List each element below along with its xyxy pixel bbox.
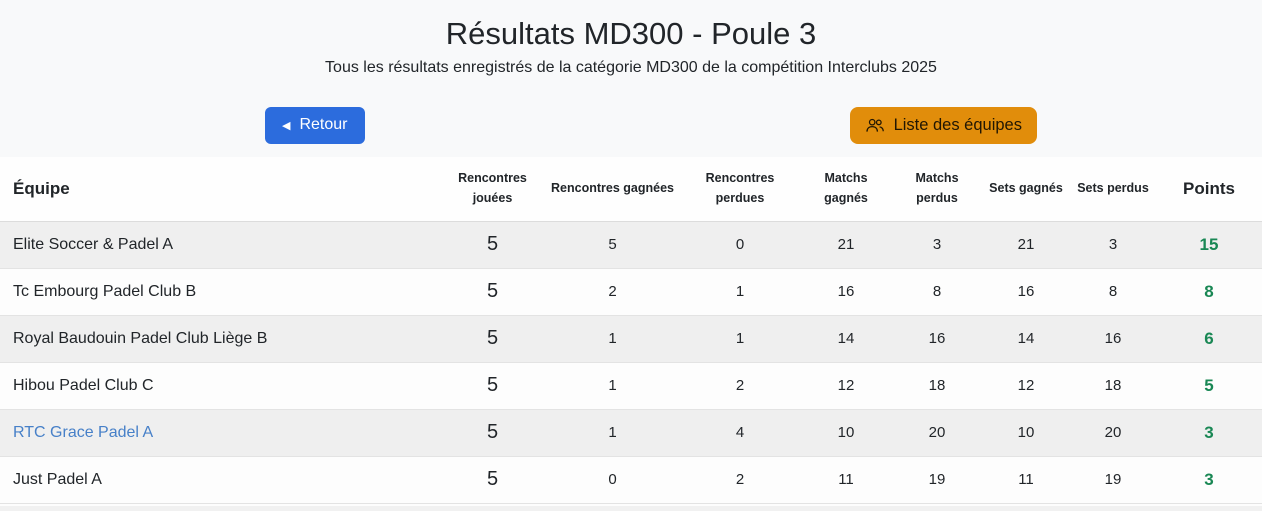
cell-rencontres-gagnees: 1 [545,315,680,363]
teams-list-button[interactable]: Liste des équipes [849,106,1037,144]
cell-matchs-gagnes: 14 [800,315,892,363]
left-triangle-icon: ◀ [282,119,291,132]
cell-points: 3 [1156,456,1262,504]
team-name: Just Padel A [13,470,102,488]
page-header: Résultats MD300 - Poule 3 Tous les résul… [0,0,1262,77]
team-name: Elite Soccer & Padel A [13,235,174,253]
team-link[interactable]: RTC Grace Padel A [13,423,154,441]
header-sets-gagnes: Sets gagnés [982,157,1070,222]
page-subtitle: Tous les résultats enregistrés de la cat… [325,59,937,76]
cell-points: 5 [1156,362,1262,410]
cell-sets-perdus: 18 [1070,362,1156,410]
back-button[interactable]: ◀ Retour [265,106,365,144]
cell-rencontres-perdues: 0 [680,221,800,269]
cell-rencontres-jouees: 5 [440,315,545,363]
cell-sets-gagnes: 11 [982,456,1070,504]
cell-rencontres-gagnees: 2 [545,268,680,316]
cell-sets-gagnes: 10 [982,409,1070,457]
cell-rencontres-jouees: 5 [440,268,545,316]
results-table: Équipe Rencontres jouées Rencontres gagn… [0,157,1262,504]
cell-rencontres-jouees: 5 [440,409,545,457]
toolbar: ◀ Retour Liste des équipes [0,106,1262,144]
cell-rencontres-gagnees: 1 [545,362,680,410]
cell-matchs-gagnes: 10 [800,409,892,457]
cell-points: 15 [1156,221,1262,269]
cell-sets-gagnes: 16 [982,268,1070,316]
team-name: Tc Embourg Padel Club B [13,282,197,300]
table-row: Elite Soccer & Padel A 5 5 0 21 3 21 3 1… [0,221,1262,269]
cell-points: 3 [1156,409,1262,457]
table-row: Hibou Padel Club C 5 1 2 12 18 12 18 5 [0,362,1262,410]
cell-matchs-gagnes: 11 [800,456,892,504]
cell-rencontres-perdues: 2 [680,456,800,504]
cell-sets-perdus: 3 [1070,221,1156,269]
table-row: Just Padel A 5 0 2 11 19 11 19 3 [0,456,1262,504]
cell-rencontres-gagnees: 0 [545,456,680,504]
back-button-label: Retour [299,116,348,133]
teams-list-button-label: Liste des équipes [893,116,1022,134]
cell-matchs-gagnes: 12 [800,362,892,410]
table-header-row: Équipe Rencontres jouées Rencontres gagn… [0,157,1262,222]
team-name: Hibou Padel Club C [13,376,154,394]
cell-rencontres-jouees: 5 [440,221,545,269]
results-section: Équipe Rencontres jouées Rencontres gagn… [0,157,1262,511]
cell-rencontres-perdues: 2 [680,362,800,410]
cell-rencontres-perdues: 4 [680,409,800,457]
cell-points: 8 [1156,268,1262,316]
header-sets-perdus: Sets perdus [1070,157,1156,222]
header-matchs-gagnes: Matchs gagnés [800,157,892,222]
cell-sets-perdus: 20 [1070,409,1156,457]
cell-rencontres-gagnees: 5 [545,221,680,269]
header-rencontres-jouees: Rencontres jouées [440,157,545,222]
cell-matchs-gagnes: 16 [800,268,892,316]
cell-rencontres-perdues: 1 [680,315,800,363]
cell-sets-perdus: 8 [1070,268,1156,316]
cell-points: 6 [1156,315,1262,363]
header-rencontres-perdues: Rencontres perdues [680,157,800,222]
header-matchs-perdus: Matchs perdus [892,157,982,222]
table-row: RTC Grace Padel A 5 1 4 10 20 10 20 3 [0,409,1262,457]
cell-sets-gagnes: 12 [982,362,1070,410]
header-rencontres-gagnees: Rencontres gagnées [545,157,680,222]
table-row: Tc Embourg Padel Club B 5 2 1 16 8 16 8 … [0,268,1262,316]
cell-matchs-perdus: 19 [892,456,982,504]
users-icon [865,117,885,134]
cell-matchs-perdus: 3 [892,221,982,269]
partial-next-row [0,503,1262,511]
header-points: Points [1156,157,1262,222]
cell-sets-gagnes: 21 [982,221,1070,269]
cell-sets-perdus: 16 [1070,315,1156,363]
cell-rencontres-jouees: 5 [440,456,545,504]
cell-matchs-perdus: 18 [892,362,982,410]
page-title: Résultats MD300 - Poule 3 [445,16,817,51]
team-name: Royal Baudouin Padel Club Liège B [13,329,268,347]
cell-rencontres-perdues: 1 [680,268,800,316]
cell-matchs-perdus: 20 [892,409,982,457]
cell-rencontres-gagnees: 1 [545,409,680,457]
cell-sets-perdus: 19 [1070,456,1156,504]
cell-matchs-perdus: 16 [892,315,982,363]
cell-matchs-gagnes: 21 [800,221,892,269]
cell-rencontres-jouees: 5 [440,362,545,410]
cell-matchs-perdus: 8 [892,268,982,316]
header-equipe: Équipe [0,157,440,222]
cell-sets-gagnes: 14 [982,315,1070,363]
table-row: Royal Baudouin Padel Club Liège B 5 1 1 … [0,315,1262,363]
